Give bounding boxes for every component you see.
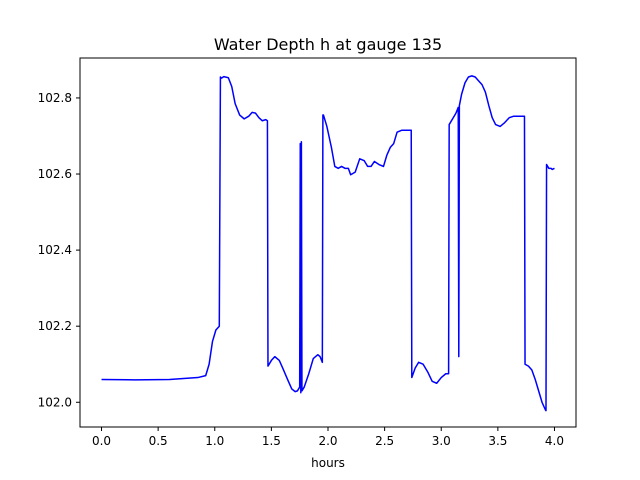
x-tick-label: 1.0	[205, 434, 224, 448]
chart-title: Water Depth h at gauge 135	[214, 35, 442, 54]
x-tick-label: 2.0	[318, 434, 337, 448]
x-tick-label: 0.5	[149, 434, 168, 448]
x-axis: 0.0 0.5 1.0 1.5 2.0 2.5 3.0 3.5 4.0	[92, 427, 564, 448]
x-tick-label: 0.0	[92, 434, 111, 448]
series-line-0	[101, 75, 555, 412]
y-tick-label: 102.0	[38, 395, 72, 409]
series-layer	[101, 75, 555, 412]
x-tick-label: 1.5	[262, 434, 281, 448]
x-tick-label: 4.0	[545, 434, 564, 448]
y-axis: 102.0 102.2 102.4 102.6 102.8	[38, 91, 80, 409]
x-tick-label: 2.5	[375, 434, 394, 448]
y-tick-label: 102.4	[38, 243, 72, 257]
y-tick-label: 102.2	[38, 319, 72, 333]
y-tick-label: 102.8	[38, 91, 72, 105]
x-tick-label: 3.5	[488, 434, 507, 448]
x-tick-label: 3.0	[432, 434, 451, 448]
y-tick-label: 102.6	[38, 167, 72, 181]
x-axis-label: hours	[311, 456, 345, 470]
